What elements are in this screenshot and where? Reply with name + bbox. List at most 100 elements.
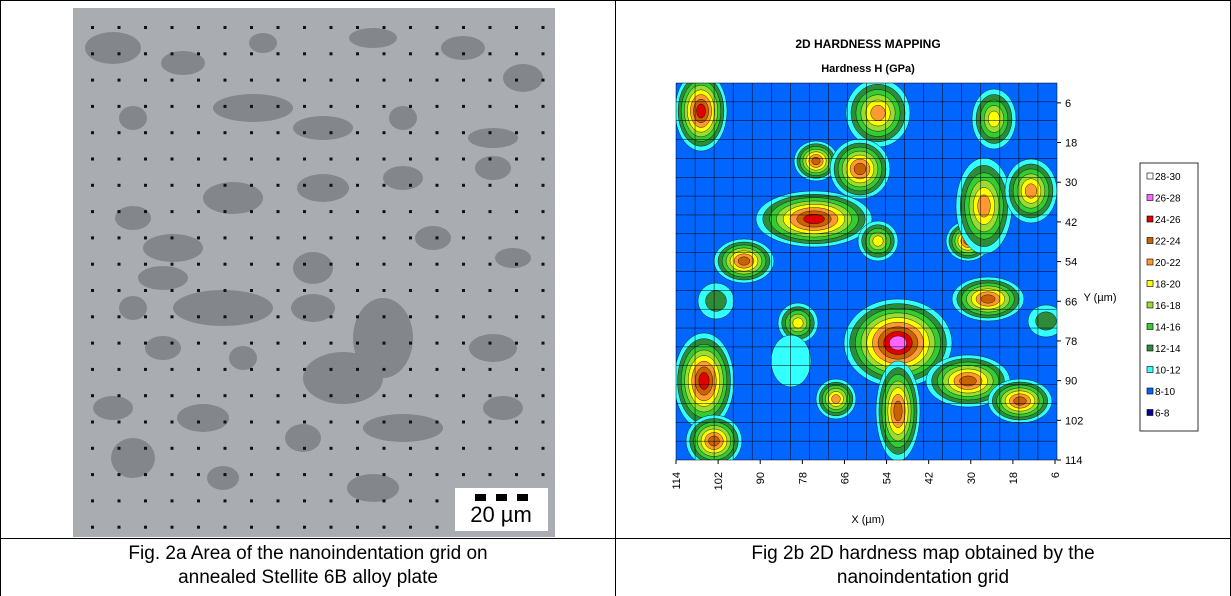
- indent: [462, 210, 465, 213]
- indent: [489, 52, 492, 55]
- legend-swatch: [1147, 281, 1153, 287]
- indent: [171, 26, 174, 29]
- indent: [144, 289, 147, 292]
- legend-swatch: [1147, 216, 1153, 222]
- x-tick-label: 54: [882, 472, 894, 484]
- indent: [144, 342, 147, 345]
- indent: [250, 263, 253, 266]
- indent: [277, 447, 280, 450]
- indent: [118, 315, 121, 318]
- indent: [409, 52, 412, 55]
- indent: [197, 236, 200, 239]
- indent: [303, 447, 306, 450]
- indent: [91, 473, 94, 476]
- indent: [356, 421, 359, 424]
- indent: [144, 184, 147, 187]
- indent: [224, 131, 227, 134]
- indent: [224, 499, 227, 502]
- indent: [144, 315, 147, 318]
- scale-bar: [496, 494, 507, 501]
- y-tick-label: 78: [1065, 336, 1077, 348]
- indent: [356, 184, 359, 187]
- indent: [356, 79, 359, 82]
- indent: [303, 368, 306, 371]
- phase-blob: [207, 466, 239, 490]
- contour-region: [854, 163, 866, 175]
- indent: [542, 342, 545, 345]
- indent: [489, 447, 492, 450]
- indent: [144, 447, 147, 450]
- indent: [224, 236, 227, 239]
- phase-blob: [85, 32, 141, 64]
- legend-label: 10-12: [1155, 366, 1181, 377]
- legend-label: 26-28: [1155, 194, 1181, 205]
- contour-region: [793, 318, 803, 328]
- indent: [409, 289, 412, 292]
- indent: [303, 210, 306, 213]
- x-tick-label: 78: [797, 472, 809, 484]
- contour-region: [804, 214, 825, 224]
- indent: [436, 79, 439, 82]
- indent: [91, 184, 94, 187]
- legend-label: 14-16: [1155, 323, 1181, 334]
- indent: [91, 394, 94, 397]
- indent: [250, 131, 253, 134]
- indent: [197, 526, 200, 529]
- contour-region: [1036, 312, 1057, 330]
- indent: [356, 499, 359, 502]
- indent: [303, 473, 306, 476]
- indent: [118, 184, 121, 187]
- indent: [171, 236, 174, 239]
- legend-swatch: [1147, 367, 1153, 373]
- legend-swatch: [1147, 195, 1153, 201]
- contour-region: [832, 395, 841, 404]
- indent: [303, 26, 306, 29]
- indent: [303, 52, 306, 55]
- indent: [171, 52, 174, 55]
- indent: [118, 26, 121, 29]
- legend-swatch: [1147, 238, 1153, 244]
- indent: [277, 315, 280, 318]
- indent: [409, 526, 412, 529]
- x-axis-label: X (µm): [851, 514, 884, 526]
- indent: [462, 473, 465, 476]
- indent: [277, 394, 280, 397]
- indent: [436, 210, 439, 213]
- indent: [197, 210, 200, 213]
- contour-region: [981, 295, 995, 303]
- indent: [462, 105, 465, 108]
- indent: [250, 236, 253, 239]
- indent: [118, 158, 121, 161]
- indent: [118, 447, 121, 450]
- indent: [118, 236, 121, 239]
- indent: [171, 131, 174, 134]
- contour-region: [871, 105, 886, 121]
- indent: [542, 131, 545, 134]
- indent: [515, 421, 518, 424]
- indent: [515, 447, 518, 450]
- indent: [462, 158, 465, 161]
- indent: [515, 236, 518, 239]
- indent: [409, 105, 412, 108]
- indent: [144, 263, 147, 266]
- scale-bar-label: 20 µm: [470, 502, 532, 527]
- indent: [489, 105, 492, 108]
- indent: [197, 158, 200, 161]
- contour-region: [771, 335, 811, 387]
- indent: [330, 52, 333, 55]
- x-tick-label: 18: [1008, 472, 1020, 484]
- indent: [462, 368, 465, 371]
- indent: [171, 342, 174, 345]
- indent: [250, 79, 253, 82]
- contour-region: [894, 401, 902, 421]
- indent: [197, 473, 200, 476]
- indent: [224, 79, 227, 82]
- indent: [436, 26, 439, 29]
- indent: [383, 342, 386, 345]
- indent: [542, 184, 545, 187]
- indent: [303, 526, 306, 529]
- indent: [330, 394, 333, 397]
- legend-swatch: [1147, 324, 1153, 330]
- indent: [250, 368, 253, 371]
- y-tick-label: 114: [1065, 455, 1083, 467]
